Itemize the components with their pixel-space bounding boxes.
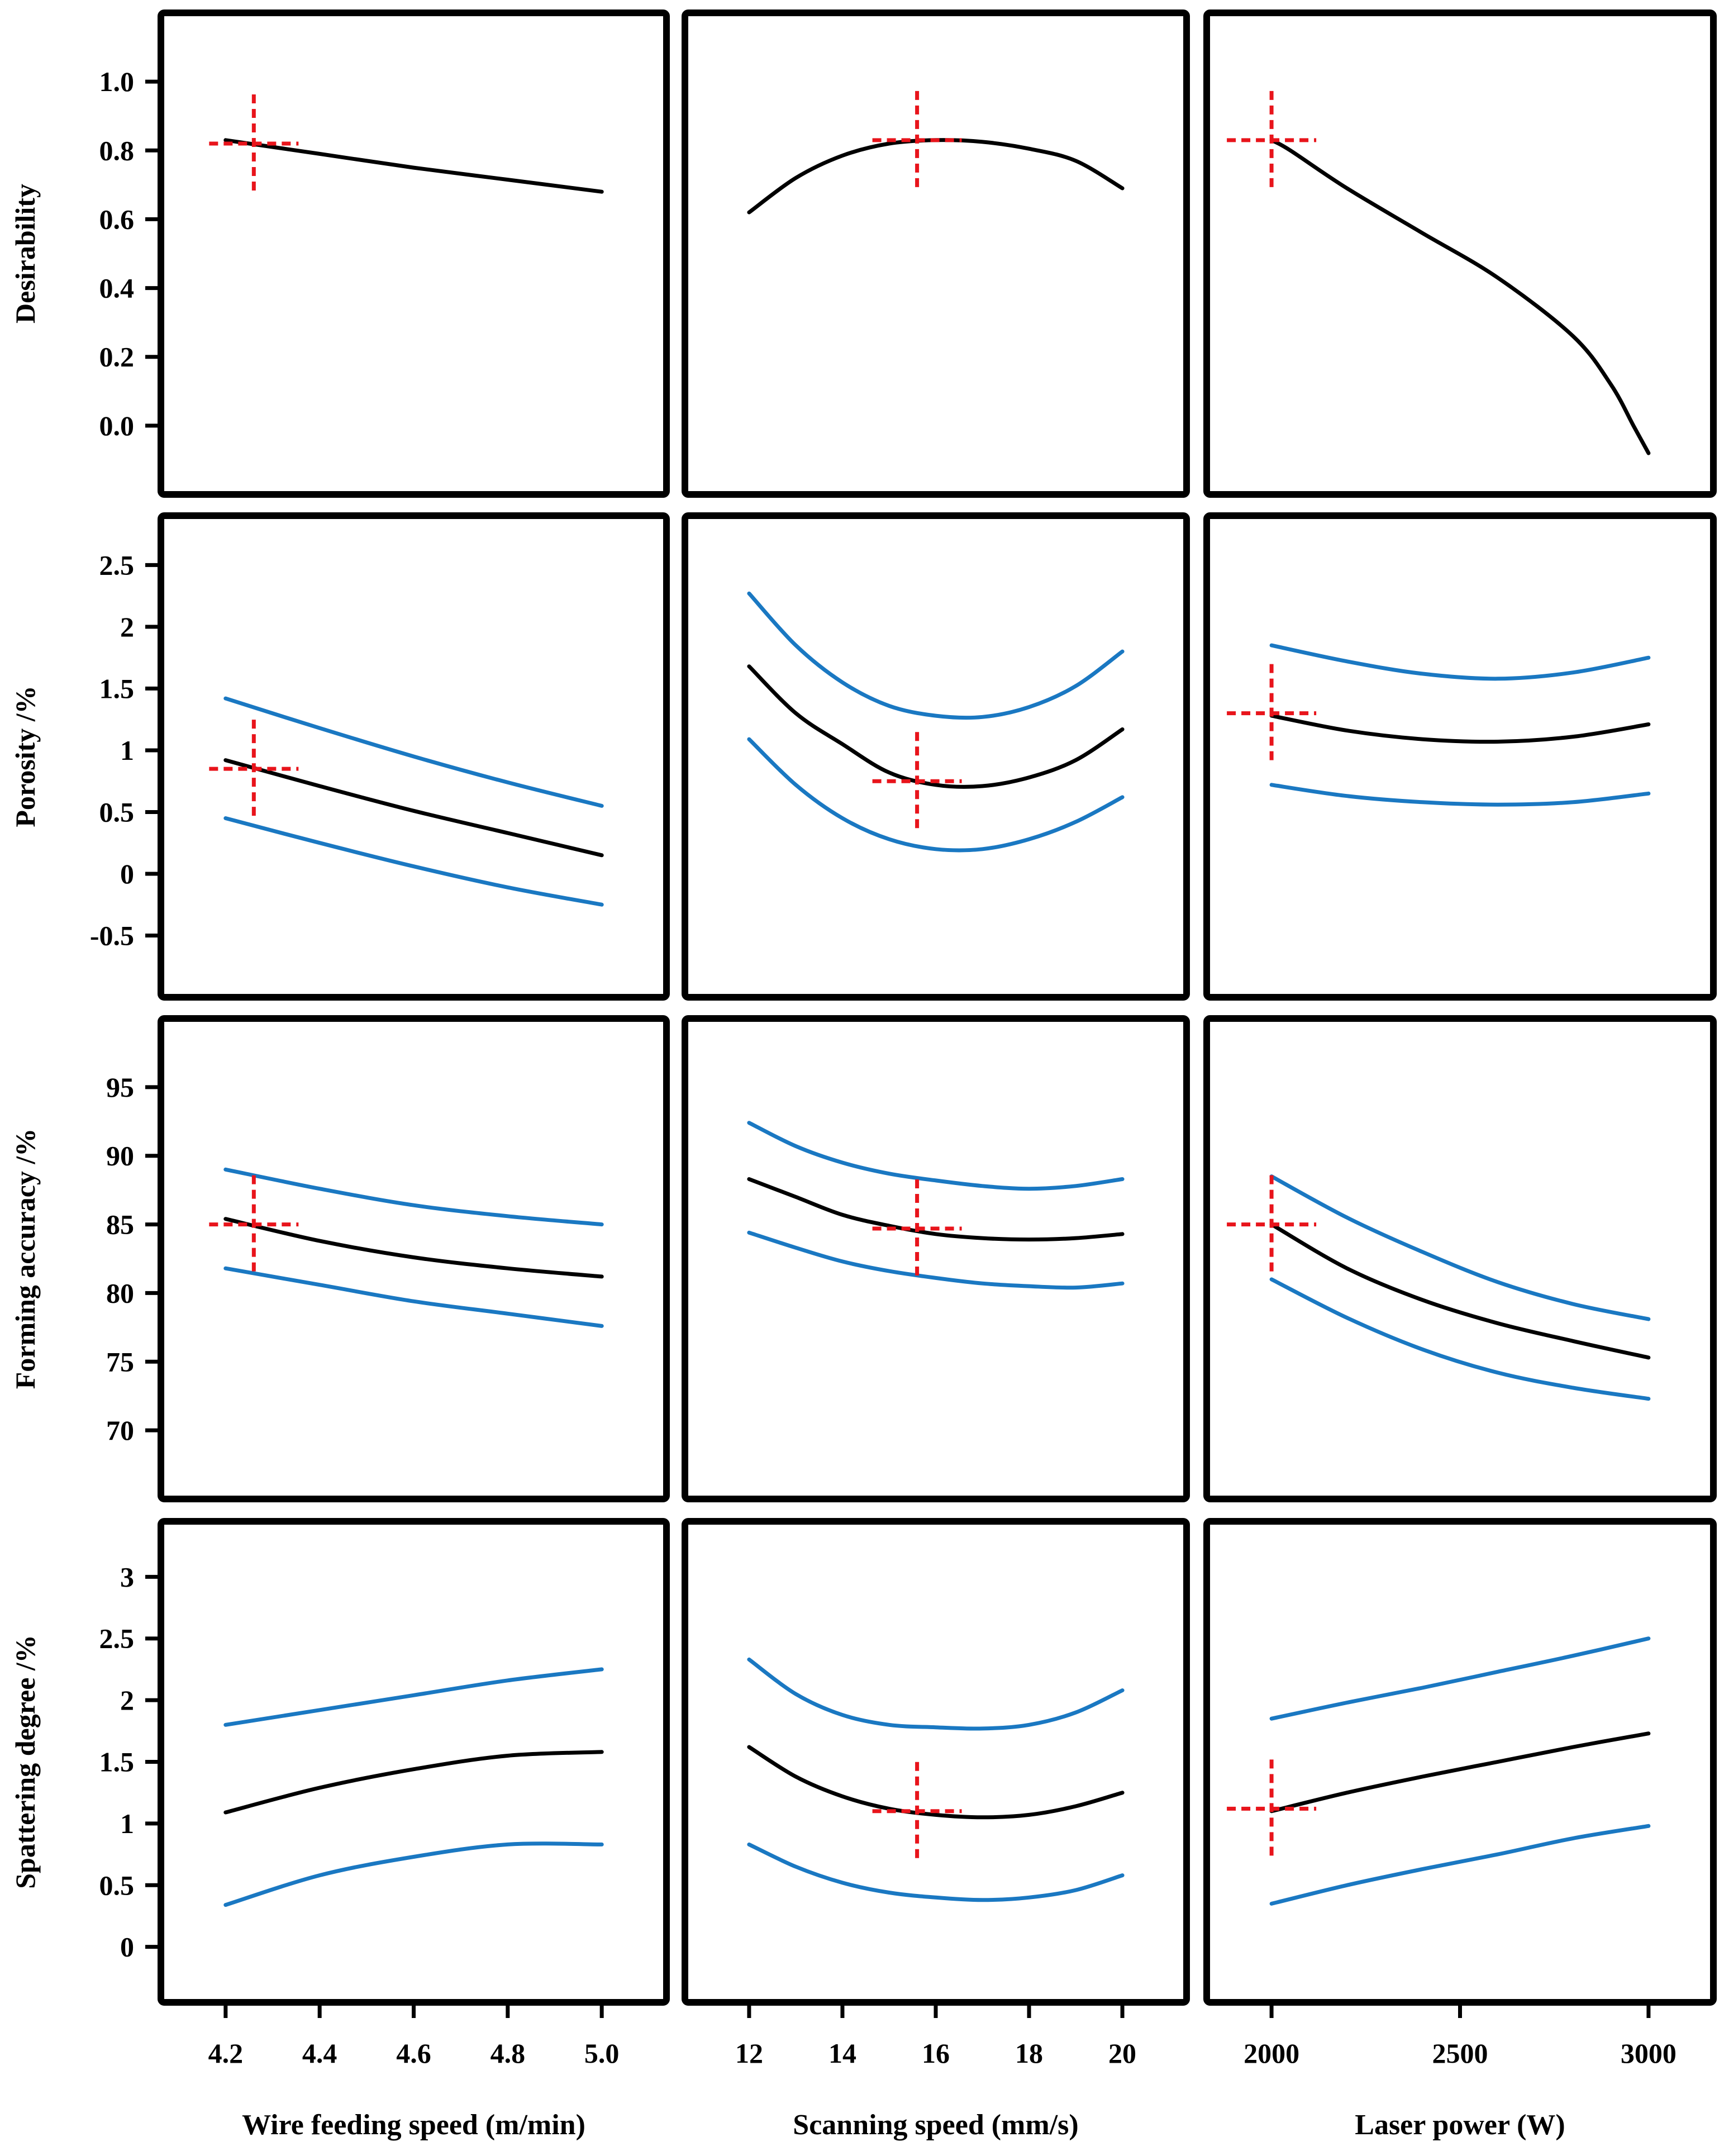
ytick-label: 1.0	[99, 66, 135, 97]
ytick-label: 80	[106, 1277, 134, 1308]
xtick-label: 12	[735, 2038, 763, 2069]
series-lower-line	[1269, 783, 1651, 807]
ytick-label: 2	[120, 611, 134, 642]
series-mean-line	[1269, 1222, 1651, 1360]
series-lower-line	[1269, 1277, 1651, 1401]
ylabel-spattering-degree: Spattering degree /%	[9, 1635, 41, 1889]
xtick-label: 14	[828, 2038, 856, 2069]
ytick-label: 0	[120, 1931, 134, 1963]
series-lower-line	[747, 737, 1125, 853]
series-mean-line	[747, 1177, 1125, 1242]
ytick-label: 0.4	[99, 273, 135, 304]
ytick-label: 2	[120, 1684, 134, 1716]
series-upper-line	[1269, 643, 1651, 681]
ylabel-porosity: Porosity /%	[9, 686, 41, 827]
panel-frame	[1203, 9, 1717, 498]
series-upper-line	[747, 1657, 1125, 1731]
xtick-label: 4.8	[490, 2038, 526, 2069]
ytick-label: 0.5	[99, 796, 135, 827]
series-mean-line	[747, 138, 1125, 215]
series-mean-line	[223, 1750, 604, 1815]
ylabel-forming-accuracy: Forming accuracy /%	[9, 1129, 41, 1389]
series-mean-line	[1269, 713, 1651, 744]
ytick-label: -0.5	[90, 920, 134, 951]
series-lower-line	[223, 1841, 604, 1907]
xtick-label: 4.2	[208, 2038, 244, 2069]
ytick-label: 95	[106, 1072, 134, 1103]
ytick-label: 0.8	[99, 135, 135, 166]
xtick-label: 2000	[1244, 2038, 1299, 2069]
xtick-label: 3000	[1621, 2038, 1677, 2069]
ylabel-desirability: Desirability	[9, 184, 41, 323]
series-upper-line	[223, 696, 604, 808]
xlabel-scanning-speed-mm-s: Scanning speed (mm/s)	[793, 2109, 1078, 2141]
ytick-label: 0.0	[99, 410, 135, 441]
ytick-label: 0	[120, 858, 134, 889]
ytick-label: 90	[106, 1140, 134, 1172]
series-lower-line	[223, 816, 604, 907]
series-upper-line	[747, 1121, 1125, 1191]
series-upper-line	[1269, 1174, 1651, 1321]
panel-frame	[158, 9, 670, 498]
xlabel-laser-power-w: Laser power (W)	[1355, 2109, 1565, 2141]
ytick-label: 85	[106, 1209, 134, 1240]
series-lower-line	[747, 1230, 1125, 1290]
series-upper-line	[1269, 1636, 1651, 1721]
series-mean-line	[1269, 1731, 1651, 1814]
ytick-label: 1.5	[99, 673, 135, 704]
panel-frame	[682, 1518, 1190, 2006]
panel-frame	[158, 512, 670, 1001]
ytick-label: 70	[106, 1415, 134, 1446]
panel-frame	[158, 1518, 670, 2006]
xtick-label: 16	[922, 2038, 950, 2069]
panel-frame	[682, 512, 1190, 1001]
series-mean-line	[223, 138, 604, 194]
ytick-label: 0.2	[99, 341, 135, 373]
series-lower-line	[1269, 1824, 1651, 1906]
panel-frame	[1203, 1015, 1717, 1502]
series-upper-line	[223, 1167, 604, 1227]
series-upper-line	[747, 591, 1125, 720]
series-mean-line	[223, 758, 604, 858]
ytick-label: 1.5	[99, 1746, 135, 1778]
series-lower-line	[223, 1266, 604, 1328]
xtick-label: 5.0	[584, 2038, 620, 2069]
xtick-label: 4.4	[302, 2038, 337, 2069]
series-upper-line	[223, 1667, 604, 1727]
series-mean-line	[747, 1745, 1125, 1820]
ytick-label: 75	[106, 1346, 134, 1377]
xtick-label: 4.6	[396, 2038, 431, 2069]
ytick-label: 3	[120, 1561, 134, 1592]
ytick-label: 2.5	[99, 549, 135, 580]
series-mean-line	[223, 1217, 604, 1279]
panel-frame	[158, 1015, 670, 1502]
series-mean-line	[747, 664, 1125, 789]
series-lower-line	[747, 1842, 1125, 1902]
panel-frame	[1203, 512, 1717, 1001]
ytick-label: 0.5	[99, 1869, 135, 1901]
xtick-label: 20	[1108, 2038, 1136, 2069]
panel-frame	[682, 9, 1190, 498]
ytick-label: 1	[120, 1808, 134, 1839]
panel-frame	[1203, 1518, 1717, 2006]
ytick-label: 1	[120, 735, 134, 766]
xtick-label: 2500	[1432, 2038, 1488, 2069]
ytick-label: 0.6	[99, 203, 135, 235]
ytick-label: 2.5	[99, 1623, 135, 1654]
panel-frame	[682, 1015, 1190, 1502]
xtick-label: 18	[1015, 2038, 1043, 2069]
xlabel-wire-feeding-speed-m-min: Wire feeding speed (m/min)	[242, 2109, 585, 2141]
series-mean-line	[1269, 138, 1651, 455]
